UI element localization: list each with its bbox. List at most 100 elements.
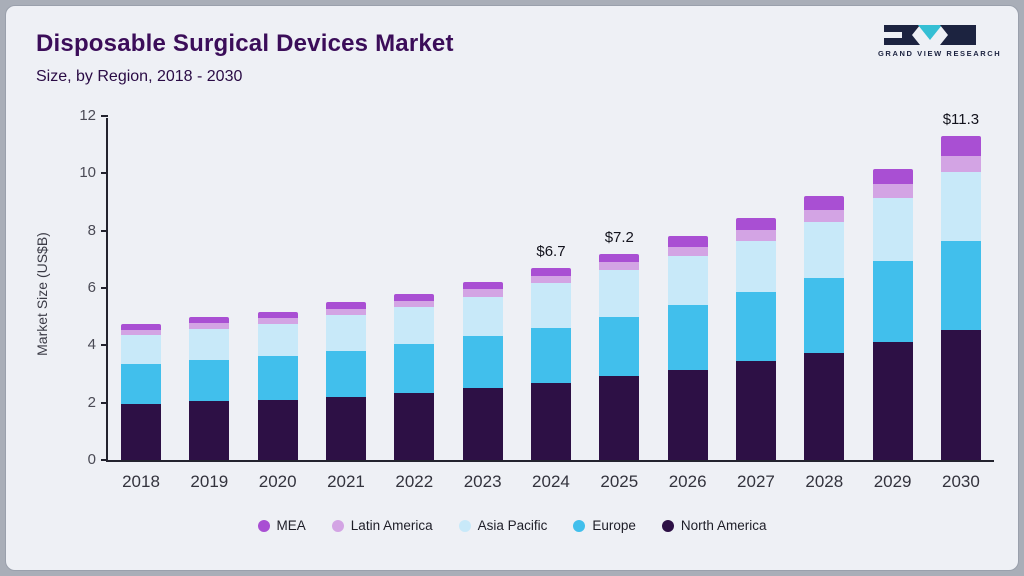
segment-asia-pacific — [530, 283, 571, 328]
segment-mea — [735, 217, 776, 231]
segment-mea — [257, 312, 298, 319]
segment-latin-america — [189, 323, 230, 329]
stacked-bar-2030 — [940, 136, 981, 460]
segment-latin-america — [530, 275, 571, 284]
segment-north-america — [735, 361, 776, 460]
segment-mea — [325, 302, 366, 309]
segment-latin-america — [394, 300, 435, 308]
bar-column-2022: 2022 — [394, 118, 435, 491]
bar-column-2025: $7.2 2025 — [599, 118, 640, 491]
x-axis-label-2028: 2028 — [805, 472, 844, 491]
segment-asia-pacific — [121, 335, 161, 364]
segment-mea — [530, 267, 571, 276]
segment-mea — [667, 236, 708, 248]
bars: 2018 2019 2020 2021 2022 2023 $6.7 2024 $7.2 2025… — [108, 111, 994, 491]
segment-asia-pacific — [804, 222, 845, 278]
stacked-bar-2024 — [530, 267, 571, 460]
segment-europe — [872, 260, 913, 343]
x-axis-label-2020: 2020 — [258, 472, 297, 491]
y-tick-label: 4 — [87, 336, 96, 354]
segment-latin-america — [804, 210, 845, 223]
segment-asia-pacific — [257, 323, 298, 357]
bar-column-2021: 2021 — [325, 118, 366, 491]
segment-latin-america — [667, 247, 708, 256]
x-axis-label-2024: 2024 — [532, 472, 570, 491]
segment-latin-america — [121, 329, 161, 336]
bar-column-2026: 2026 — [667, 118, 708, 491]
segment-north-america — [462, 387, 503, 460]
legend-item-latin-america: Latin America — [331, 518, 433, 533]
bar-column-2019: 2019 — [189, 118, 230, 491]
legend-dot-icon — [573, 519, 586, 532]
segment-asia-pacific — [940, 171, 981, 241]
bar-column-2023: 2023 — [462, 118, 503, 491]
stacked-bar-2022 — [394, 293, 435, 460]
legend: MEA Latin America Asia Pacific Europe North … — [6, 518, 1018, 533]
stacked-bar-2020 — [257, 312, 298, 460]
y-tick-mark — [101, 459, 108, 461]
stacked-bar-2023 — [462, 282, 503, 460]
bar-column-2020: 2020 — [257, 118, 298, 491]
legend-item-north-america: North America — [661, 518, 767, 533]
page-title: Disposable Surgical Devices Market — [36, 30, 454, 57]
segment-latin-america — [940, 156, 981, 172]
segment-mea — [462, 282, 503, 290]
stacked-bar-2021 — [325, 302, 366, 460]
y-tick-mark — [101, 287, 108, 289]
segment-north-america — [189, 401, 230, 460]
segment-europe — [189, 359, 230, 402]
segment-asia-pacific — [599, 270, 640, 317]
segment-mea — [599, 253, 640, 263]
segment-asia-pacific — [667, 255, 708, 306]
segment-north-america — [121, 404, 161, 460]
y-tick-label: 2 — [87, 393, 96, 411]
segment-europe — [394, 343, 435, 393]
y-tick-mark — [101, 115, 108, 117]
stacked-bar-2029 — [872, 169, 913, 460]
x-axis-label-2030: 2030 — [942, 472, 980, 491]
segment-asia-pacific — [872, 197, 913, 261]
legend-item-mea: MEA — [257, 518, 306, 533]
bar-column-2018: 2018 — [121, 118, 161, 491]
segment-asia-pacific — [462, 296, 503, 337]
y-tick-label: 0 — [87, 451, 96, 468]
value-annotation-2025: $7.2 — [604, 228, 634, 246]
stacked-bar-2025 — [599, 253, 640, 460]
bar-column-2028: 2028 — [804, 118, 845, 491]
segment-europe — [325, 351, 366, 397]
y-tick-label: 6 — [87, 279, 96, 296]
x-axis-label-2021: 2021 — [327, 472, 365, 491]
segment-europe — [121, 363, 161, 405]
segment-north-america — [257, 399, 298, 460]
segment-latin-america — [872, 184, 913, 198]
legend-label: Europe — [592, 518, 636, 533]
bar-column-2029: 2029 — [872, 118, 913, 491]
legend-dot-icon — [458, 519, 471, 532]
y-tick-label: 10 — [79, 164, 96, 182]
page-subtitle: Size, by Region, 2018 - 2030 — [36, 68, 243, 85]
grand-view-research-logo: GRAND VIEW RESEARCH — [878, 24, 1000, 58]
legend-dot-icon — [331, 519, 344, 532]
y-tick-mark — [101, 172, 108, 175]
legend-item-asia-pacific: Asia Pacific — [458, 518, 547, 533]
segment-mea — [121, 323, 161, 330]
x-axis-label-2026: 2026 — [668, 472, 707, 491]
x-axis-label-2019: 2019 — [190, 472, 229, 491]
segment-latin-america — [599, 262, 640, 271]
y-tick-mark — [101, 401, 108, 404]
y-tick-label: 8 — [87, 221, 96, 239]
segment-north-america — [530, 382, 571, 460]
segment-north-america — [872, 342, 913, 460]
x-axis-label-2029: 2029 — [873, 472, 912, 491]
logo-mark-icon — [884, 25, 976, 45]
y-tick-mark — [101, 229, 108, 232]
segment-europe — [804, 277, 845, 353]
segment-north-america — [940, 329, 981, 460]
stacked-bar-2019 — [189, 316, 230, 460]
segment-asia-pacific — [735, 240, 776, 293]
stacked-bar-2028 — [804, 196, 845, 460]
legend-label: North America — [680, 518, 767, 533]
segment-north-america — [804, 352, 845, 460]
segment-north-america — [599, 376, 640, 460]
segment-mea — [940, 136, 981, 157]
